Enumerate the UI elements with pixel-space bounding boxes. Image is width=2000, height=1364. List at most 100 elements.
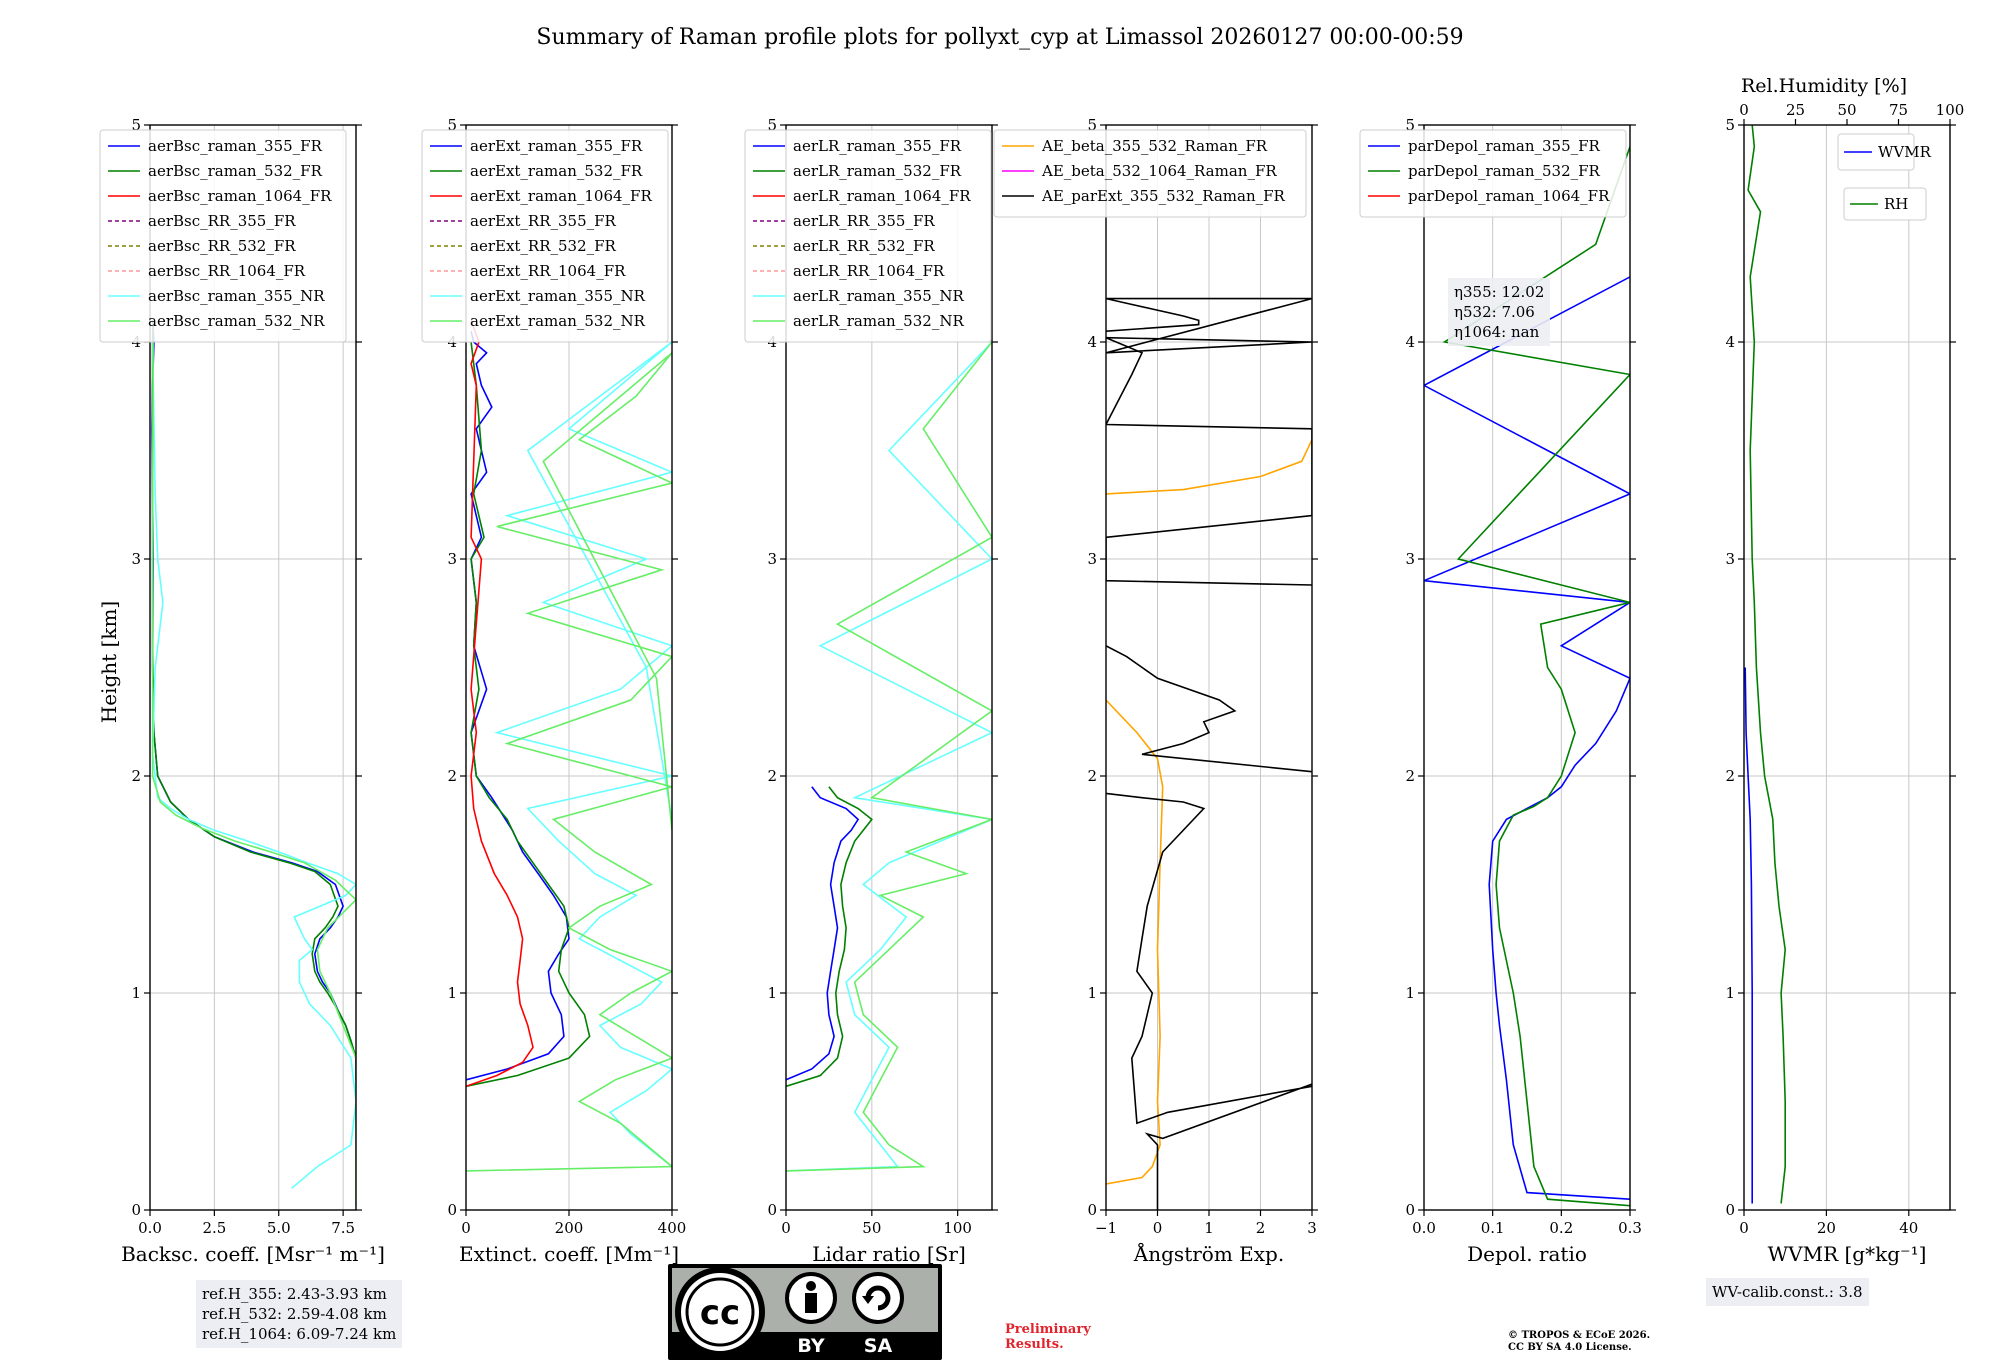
xtick-label-ae-2: 1 <box>1204 1219 1214 1237</box>
xtick-label-wv-0: 0 <box>1739 1219 1749 1237</box>
series-lr-2 <box>786 341 992 1172</box>
ytick-label-ae-1: 1 <box>1087 984 1097 1002</box>
ytick-label-wv-1: 1 <box>1725 984 1735 1002</box>
xtick-label-lr-1: 50 <box>862 1219 881 1237</box>
legend-label-lr-4: aerLR_RR_532_FR <box>793 237 935 255</box>
series-lr-0 <box>786 786 860 1081</box>
legend-label-ext-7: aerExt_raman_532_NR <box>470 312 646 330</box>
copyright-line-2: CC BY SA 4.0 License. <box>1508 1342 1632 1353</box>
series-ext-2 <box>466 320 534 1088</box>
cc-logo-text: cc <box>700 1293 740 1333</box>
xtick-label-depol-1: 0.1 <box>1481 1219 1505 1237</box>
xtick-label-ae-1: 0 <box>1153 1219 1163 1237</box>
legend-label-bsc-7: aerBsc_raman_532_NR <box>148 312 325 330</box>
series-bsc-0 <box>151 320 356 1080</box>
legend-label-ext-3: aerExt_RR_355_FR <box>470 212 617 230</box>
legend-ext: aerExt_raman_355_FR aerExt_raman_532_FRae… <box>421 129 669 343</box>
legend-label-lr-6: aerLR_raman_355_NR <box>793 287 964 305</box>
wv-calib-text: WV-calib.const.: 3.8 <box>1712 1283 1863 1301</box>
ytick-label-lr-3: 3 <box>767 550 777 568</box>
ytick-label-lr-2: 2 <box>767 767 777 785</box>
height-axis-label: Height [km] <box>97 601 121 723</box>
ref-height-box: ref.H_355: 2.43-3.93 km ref.H_532: 2.59-… <box>196 1280 403 1348</box>
xtick-label-bsc-3: 7.5 <box>331 1219 355 1237</box>
xtick-label-lr-2: 100 <box>943 1219 972 1237</box>
series-group-ae <box>1106 297 1312 1210</box>
xtick-label-depol-2: 0.2 <box>1549 1219 1573 1237</box>
legend-label-ext-1: aerExt_raman_532_FR <box>470 162 643 180</box>
legend-label-bsc-1: aerBsc_raman_532_FR <box>148 162 323 180</box>
legend-depol: parDepol_raman_355_FR parDepol_raman_532_… <box>1359 129 1627 218</box>
ytick-label-ext-2: 2 <box>447 767 457 785</box>
ytick-label-wv-0: 0 <box>1725 1201 1735 1219</box>
top-xtick-label-4: 100 <box>1936 101 1965 119</box>
top-xtick-label-3: 75 <box>1889 101 1908 119</box>
xlabel-bsc: Backsc. coeff. [Msr⁻¹ m⁻¹] <box>121 1242 385 1266</box>
preliminary-line-1: Preliminary <box>1005 1322 1091 1337</box>
axes-frame-lr <box>785 124 993 1211</box>
legend-label-bsc-3: aerBsc_RR_355_FR <box>148 212 296 230</box>
series-bsc-2 <box>151 341 356 1189</box>
legend-label-wv-0: WVMR <box>1878 143 1932 161</box>
xlabel-ext: Extinct. coeff. [Mm⁻¹] <box>459 1242 679 1266</box>
eta-1064: η1064: nan <box>1454 323 1540 341</box>
legend-label-ae-1: AE_beta_532_1064_Raman_FR <box>1041 162 1277 180</box>
ytick-label-depol-2: 2 <box>1405 767 1415 785</box>
ytick-label-ext-5: 5 <box>447 116 457 134</box>
ytick-label-bsc-3: 3 <box>131 550 141 568</box>
xlabel-wv: WVMR [g*kg⁻¹] <box>1768 1242 1927 1266</box>
legend-label-ext-4: aerExt_RR_532_FR <box>470 237 617 255</box>
series-ae-2 <box>1106 792 1312 1210</box>
series-lr-1 <box>786 786 873 1088</box>
cc-sa-icon <box>852 1272 904 1324</box>
xtick-label-bsc-2: 5.0 <box>267 1219 291 1237</box>
ytick-label-wv-5: 5 <box>1725 116 1735 134</box>
legend-label-lr-1: aerLR_raman_532_FR <box>793 162 962 180</box>
cc-by-label: BY <box>797 1335 824 1357</box>
ytick-label-ext-1: 1 <box>447 984 457 1002</box>
axes-frame-wv <box>1743 124 1951 1211</box>
xtick-label-lr-0: 0 <box>781 1219 791 1237</box>
legend-label-ext-5: aerExt_RR_1064_FR <box>470 262 626 280</box>
xtick-label-ae-3: 2 <box>1256 1219 1266 1237</box>
copyright-note: © TROPOS & ECoE 2026. CC BY SA 4.0 Licen… <box>1508 1330 1650 1354</box>
legend-label-bsc-2: aerBsc_raman_1064_FR <box>148 187 332 205</box>
legend-lr: aerLR_raman_355_FR aerLR_raman_532_FR aerL… <box>744 129 992 343</box>
eta-box: η355: 12.02 η532: 7.06 η1064: nan <box>1448 278 1551 346</box>
series-wv-1 <box>1747 125 1787 1204</box>
series-depol-1 <box>1442 146 1630 1207</box>
legend-label-wv-1: RH <box>1884 195 1908 213</box>
ref-height-532: ref.H_532: 2.59-4.08 km <box>202 1305 387 1323</box>
panel-bsc: 0.02.55.07.5012345Backsc. coeff. [Msr⁻¹ … <box>99 116 385 1266</box>
legend-label-bsc-0: aerBsc_raman_355_FR <box>148 137 323 155</box>
series-ae-1 <box>1106 439 1312 495</box>
legend-bsc: aerBsc_raman_355_FR aerBsc_raman_532_FRae… <box>99 129 347 343</box>
ytick-label-ae-3: 3 <box>1087 550 1097 568</box>
xlabel-lr: Lidar ratio [Sr] <box>812 1242 966 1266</box>
xlabel-depol: Depol. ratio <box>1467 1242 1587 1266</box>
ytick-label-lr-1: 1 <box>767 984 777 1002</box>
eta-532: η532: 7.06 <box>1454 303 1535 321</box>
ytick-label-ae-5: 5 <box>1087 116 1097 134</box>
legend-label-bsc-5: aerBsc_RR_1064_FR <box>148 262 306 280</box>
wv-calib-box: WV-calib.const.: 3.8 <box>1706 1278 1869 1306</box>
legend-wv-0: WVMR <box>1837 133 1932 171</box>
panel-ext: 0200400012345Extinct. coeff. [Mm⁻¹]aerEx… <box>421 116 686 1266</box>
ytick-label-lr-0: 0 <box>767 1201 777 1219</box>
ytick-label-depol-5: 5 <box>1405 116 1415 134</box>
axes-frame-bsc <box>149 124 357 1211</box>
series-bsc-1 <box>151 320 356 1080</box>
legend-label-ext-2: aerExt_raman_1064_FR <box>470 187 652 205</box>
legend-label-lr-0: aerLR_raman_355_FR <box>793 137 962 155</box>
ytick-label-depol-1: 1 <box>1405 984 1415 1002</box>
preliminary-line-2: Results. <box>1005 1337 1064 1352</box>
xtick-label-bsc-0: 0.0 <box>138 1219 162 1237</box>
legend-label-lr-3: aerLR_RR_355_FR <box>793 212 935 230</box>
series-group-bsc <box>151 320 356 1206</box>
ytick-label-lr-5: 5 <box>767 116 777 134</box>
legend-label-depol-2: parDepol_raman_1064_FR <box>1408 187 1610 205</box>
legend-label-ae-0: AE_beta_355_532_Raman_FR <box>1041 137 1268 155</box>
xtick-label-ae-0: −1 <box>1095 1219 1117 1237</box>
ytick-label-ext-0: 0 <box>447 1201 457 1219</box>
series-ae-0 <box>1106 699 1164 1185</box>
